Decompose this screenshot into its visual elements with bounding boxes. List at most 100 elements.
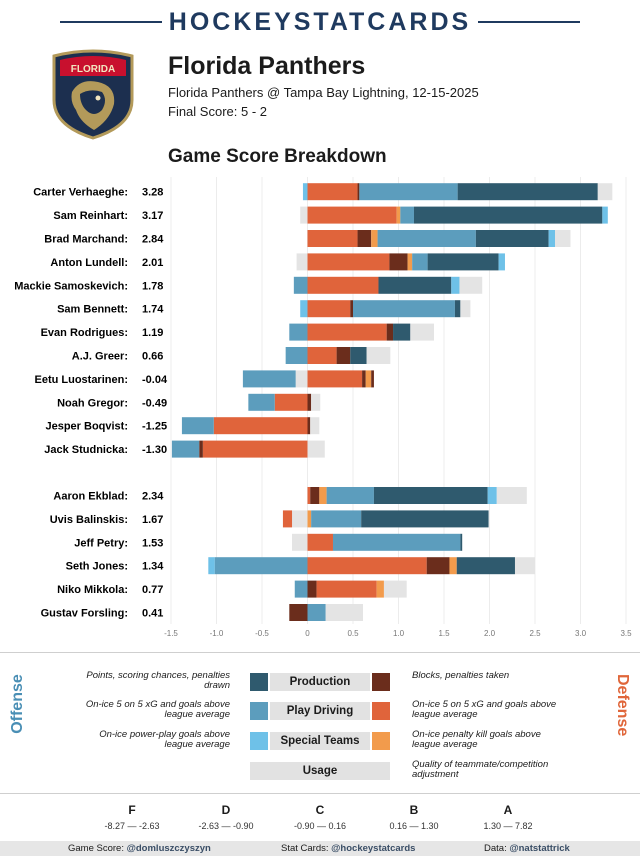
player-game-score: 1.19 — [142, 327, 163, 339]
bar-segment-special_teams_def — [365, 370, 372, 388]
bar-segment-usage — [296, 253, 308, 271]
grade-letter: D — [221, 803, 231, 817]
x-tick-label: 1.0 — [393, 629, 405, 638]
player-name: Brad Marchand: — [44, 234, 128, 246]
player-name: Noah Gregor: — [57, 397, 128, 409]
player-name: Eetu Luostarinen: — [34, 374, 128, 386]
footer-stat-cards-label: Stat Cards: — [281, 843, 329, 854]
bar-segment-play_driving_off — [311, 510, 362, 528]
player-game-score: -0.49 — [142, 397, 167, 409]
bar-segment-play_driving_def — [307, 487, 311, 504]
bar-segment-usage — [366, 347, 391, 364]
legend-swatch-offense — [250, 673, 268, 691]
grade-range: 0.16 — 1.30 — [389, 821, 439, 831]
player-game-score: 1.78 — [142, 280, 163, 292]
bar-segment-play_driving_off — [353, 300, 455, 318]
bar-segment-special_teams_def — [449, 557, 457, 575]
bar-segment-play_driving_off — [171, 440, 200, 458]
footer-game-score: Game Score: @domluszczyszyn — [68, 843, 211, 854]
player-name: Jesper Boqvist: — [45, 421, 128, 433]
bar-segment-usage — [292, 533, 308, 551]
player-name: Sam Bennett: — [57, 304, 128, 316]
bar-segment-usage — [295, 370, 308, 388]
x-tick-label: 3.5 — [620, 629, 632, 638]
bar-segment-special_teams_off — [302, 183, 308, 201]
bar-segment-production_def — [307, 393, 312, 411]
legend-category-label: Special Teams — [270, 732, 370, 750]
grade-letter: A — [503, 803, 513, 817]
player-game-score: 3.17 — [142, 210, 163, 222]
x-tick-label: 1.5 — [438, 629, 450, 638]
bar-segment-production_def — [336, 347, 351, 364]
bar-segment-play_driving_def — [307, 230, 358, 247]
grade-range: -2.63 — -0.90 — [198, 821, 254, 831]
player-game-score: 2.34 — [142, 491, 164, 503]
bar-segment-production_def — [199, 440, 203, 458]
footer-data: Data: @natstattrick — [484, 843, 570, 854]
legend-category-label: Play Driving — [270, 702, 370, 720]
bar-segment-production_def — [362, 370, 366, 388]
grade-scale — [0, 793, 640, 842]
bar-segment-play_driving_def — [307, 183, 358, 201]
bar-segment-production_def — [310, 487, 320, 504]
bar-segment-production_off — [427, 253, 499, 271]
bar-segment-production_def — [386, 323, 394, 341]
legend-defense-desc: On-ice penalty kill goals above league a… — [412, 729, 541, 750]
footer-data-handle[interactable]: @natstattrick — [509, 843, 570, 854]
brand-rule-left — [60, 21, 162, 23]
legend-swatch-offense — [250, 732, 268, 750]
bar-segment-play_driving_def — [213, 417, 308, 435]
footer-game-score-label: Game Score: — [68, 843, 124, 854]
bar-segment-special_teams_def — [307, 510, 312, 528]
bar-segment-play_driving_off — [332, 533, 461, 551]
bar-segment-special_teams_def — [371, 230, 378, 247]
player-game-score: 1.53 — [142, 537, 163, 549]
x-tick-label: -1.5 — [164, 629, 178, 638]
footer-game-score-handle[interactable]: @domluszczyszyn — [126, 843, 211, 854]
bar-segment-production_off — [460, 533, 463, 551]
bar-segment-special_teams_off — [451, 276, 460, 294]
offense-axis-label: Offense — [9, 674, 26, 734]
bar-segment-play_driving_off — [400, 206, 414, 224]
bar-segment-play_driving_off — [294, 580, 308, 598]
bar-segment-play_driving_def — [307, 533, 333, 551]
bar-segment-play_driving_off — [326, 487, 374, 504]
legend-offense-desc: Points, scoring chances, penalties drawn — [86, 670, 230, 691]
bar-segment-usage — [311, 393, 321, 411]
grade-range: -8.27 — -2.63 — [104, 821, 160, 831]
legend-swatch-defense — [372, 673, 390, 691]
player-game-score: 3.28 — [142, 187, 163, 199]
legend-swatch-offense — [250, 702, 268, 720]
bar-segment-play_driving_def — [307, 323, 387, 341]
bar-segment-play_driving_def — [307, 370, 363, 388]
x-axis-ticks: -1.5 -1.0 -0.5 0 0.5 1.0 1.5 2.0 2.5 3.0 3.5 — [164, 629, 632, 638]
bar-segment-play_driving_def — [202, 440, 308, 458]
bar-segment-play_driving_off — [359, 183, 458, 201]
footer-data-label: Data: — [484, 843, 507, 854]
bar-segment-play_driving_off — [214, 557, 308, 575]
player-game-score: 2.01 — [142, 257, 163, 269]
chart-title: Game Score Breakdown — [168, 146, 387, 167]
legend-panel — [0, 652, 640, 793]
x-tick-label: 0 — [305, 629, 310, 638]
player-game-score: 1.67 — [142, 514, 163, 526]
game-score-chart: Carter Verhaeghe: 3.28 Sam Reinhart: 3.17 Br… — [14, 177, 632, 638]
bar-segment-production_def — [350, 300, 353, 318]
legend-defense-desc: Blocks, penalties taken — [412, 670, 510, 681]
footer-stat-cards-handle[interactable]: @hockeystatcards — [331, 843, 416, 854]
logo-wordmark: FLORIDA — [71, 64, 115, 75]
bar-segment-production_off — [475, 230, 549, 247]
bar-segment-usage — [410, 323, 434, 341]
player-name: A.J. Greer: — [72, 351, 128, 363]
player-game-score: 0.41 — [142, 608, 163, 620]
final-score: Final Score: 5 - 2 — [168, 104, 267, 119]
bar-segment-production_off — [378, 276, 452, 294]
team-name: Florida Panthers — [168, 52, 366, 80]
bar-segment-special_teams_off — [208, 557, 215, 575]
bar-segment-special_teams_def — [396, 206, 401, 224]
bar-segment-play_driving_off — [248, 393, 275, 411]
bar-segment-special_teams_def — [407, 253, 413, 271]
player-name: Seth Jones: — [66, 561, 128, 573]
player-name: Jack Studnicka: — [44, 444, 128, 456]
player-name: Uvis Balinskis: — [50, 514, 128, 526]
